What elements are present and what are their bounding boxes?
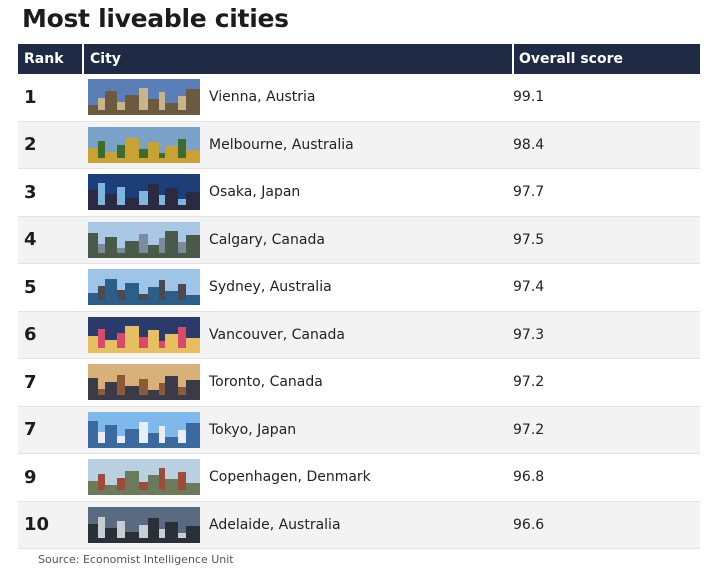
source-note: Source: Economist Intelligence Unit (38, 553, 234, 566)
overall-score-cell: 96.8 (513, 469, 545, 486)
table-row: 4 Calgary, Canada 97.5 (18, 216, 700, 264)
table-row: 9 Copenhagen, Denmark 96.8 (18, 454, 700, 502)
city-photo (88, 269, 200, 306)
liveable-cities-table: Rank City Overall score 1 Vienna, Austria… (18, 44, 700, 549)
city-photo (88, 459, 200, 496)
city-name-cell: Toronto, Canada (209, 374, 323, 391)
rank-cell: 5 (24, 276, 37, 298)
city-photo (88, 316, 200, 353)
overall-score-cell: 99.1 (513, 89, 545, 106)
column-header-score: Overall score (512, 44, 700, 74)
overall-score-cell: 97.4 (513, 279, 545, 296)
overall-score-cell: 98.4 (513, 136, 545, 153)
table-row: 5 Sydney, Australia 97.4 (18, 264, 700, 312)
table-row: 10 Adelaide, Australia 96.6 (18, 501, 700, 549)
table-row: 1 Vienna, Austria 99.1 (18, 74, 700, 122)
rank-cell: 9 (24, 466, 37, 488)
city-photo (88, 79, 200, 116)
city-photo (88, 506, 200, 543)
city-name-cell: Copenhagen, Denmark (209, 469, 371, 486)
rank-cell: 1 (24, 86, 37, 108)
rank-cell: 10 (24, 514, 50, 536)
table-header: Rank City Overall score (18, 44, 700, 74)
overall-score-cell: 97.2 (513, 374, 545, 391)
city-name-cell: Vancouver, Canada (209, 326, 345, 343)
overall-score-cell: 97.5 (513, 231, 545, 248)
city-name-cell: Melbourne, Australia (209, 136, 354, 153)
rank-cell: 7 (24, 419, 37, 441)
city-name-cell: Calgary, Canada (209, 231, 325, 248)
table-row: 7 Tokyo, Japan 97.2 (18, 406, 700, 454)
rank-cell: 7 (24, 371, 37, 393)
table-row: 3 Osaka, Japan 97.7 (18, 169, 700, 217)
city-photo (88, 411, 200, 448)
city-photo (88, 126, 200, 163)
overall-score-cell: 97.3 (513, 326, 545, 343)
city-name-cell: Sydney, Australia (209, 279, 332, 296)
city-name-cell: Vienna, Austria (209, 89, 316, 106)
column-header-rank: Rank (24, 51, 64, 67)
city-name-cell: Tokyo, Japan (209, 421, 297, 438)
city-name-cell: Osaka, Japan (209, 184, 301, 201)
overall-score-cell: 97.7 (513, 184, 545, 201)
rank-cell: 4 (24, 229, 37, 251)
city-photo (88, 221, 200, 258)
table-row: 6 Vancouver, Canada 97.3 (18, 311, 700, 359)
rank-cell: 3 (24, 181, 37, 203)
table-body: 1 Vienna, Austria 99.1 2 Melbourne, Australi… (18, 74, 700, 549)
page-title: Most liveable cities (22, 4, 289, 33)
overall-score-cell: 96.6 (513, 516, 545, 533)
city-name-cell: Adelaide, Australia (209, 516, 341, 533)
table-row: 7 Toronto, Canada 97.2 (18, 359, 700, 407)
overall-score-cell: 97.2 (513, 421, 545, 438)
city-photo (88, 174, 200, 211)
table-row: 2 Melbourne, Australia 98.4 (18, 121, 700, 169)
city-photo (88, 364, 200, 401)
rank-cell: 2 (24, 134, 37, 156)
column-header-city: City (82, 44, 512, 74)
rank-cell: 6 (24, 324, 37, 346)
